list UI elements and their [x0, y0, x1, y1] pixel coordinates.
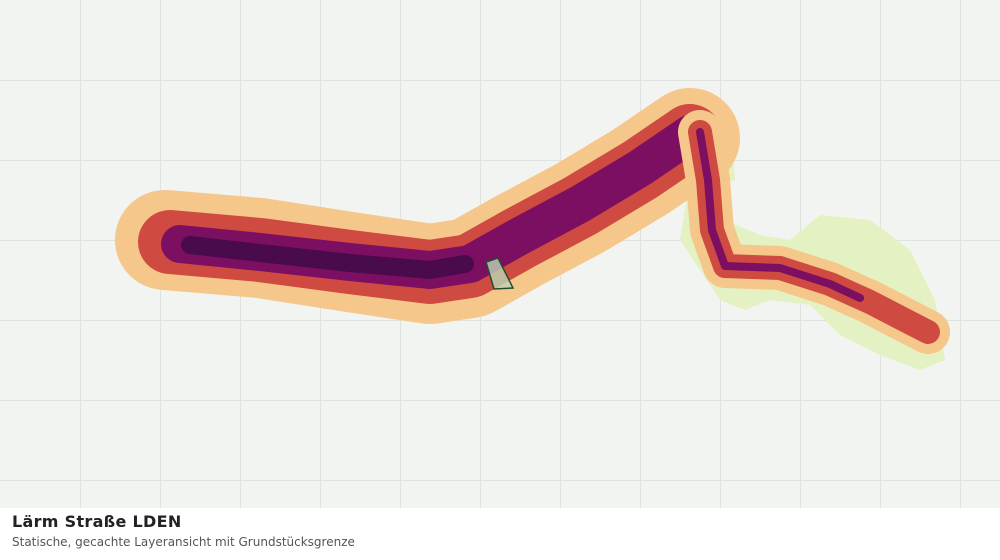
- noise-bands-west: [115, 88, 740, 324]
- parcel-boundary[interactable]: [485, 257, 515, 290]
- map-title: Lärm Straße LDEN: [12, 512, 182, 531]
- noise-bands-east: [678, 110, 950, 354]
- caption: Lärm Straße LDEN Statische, gecachte Lay…: [12, 512, 355, 549]
- map-subtitle: Statische, gecachte Layeransicht mit Gru…: [12, 535, 355, 549]
- noise-zone-70: [181, 236, 474, 279]
- noise-zone-65: [696, 128, 864, 302]
- map-canvas: [0, 0, 1000, 508]
